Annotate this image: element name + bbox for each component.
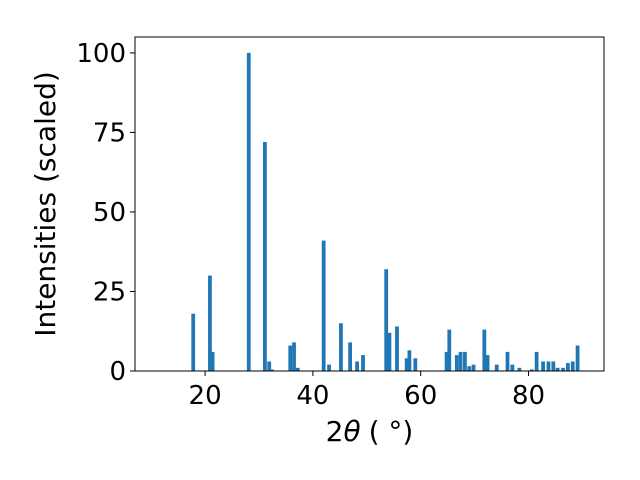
y-tick-label: 50 — [93, 198, 126, 228]
bar — [292, 342, 296, 371]
bar — [295, 367, 300, 371]
bar — [551, 361, 556, 371]
bar — [395, 326, 399, 371]
y-tick-label: 75 — [93, 118, 126, 148]
y-tick-label: 0 — [109, 357, 126, 387]
plot-frame — [134, 36, 605, 372]
bar — [361, 355, 365, 371]
bar — [348, 342, 352, 371]
y-tick-label: 25 — [93, 277, 126, 307]
bar — [494, 364, 499, 371]
x-tick-label: 40 — [296, 381, 329, 411]
bar — [570, 361, 575, 371]
bar — [555, 367, 560, 371]
bar — [413, 358, 418, 371]
x-axis-label-symbol: θ — [343, 415, 360, 448]
bar — [339, 323, 343, 371]
y-ticks-group: 0 25 50 75 100 — [76, 39, 135, 387]
bar — [485, 355, 490, 371]
bar — [384, 269, 389, 371]
bar — [246, 52, 251, 372]
bars-group — [191, 52, 580, 372]
bar — [404, 358, 409, 371]
x-tick-label: 80 — [512, 381, 545, 411]
bar — [444, 351, 449, 371]
bar — [561, 367, 565, 371]
bar — [565, 363, 570, 371]
x-axis-label-unit: ( °) — [369, 415, 414, 448]
bar — [191, 313, 196, 371]
bar — [327, 364, 331, 371]
bar — [407, 350, 412, 371]
bar — [471, 364, 476, 371]
bar — [534, 351, 539, 371]
x-ticks-group: 20 40 60 80 — [189, 371, 545, 411]
bar — [263, 141, 267, 371]
bar — [270, 369, 274, 371]
bar — [541, 361, 545, 371]
bar — [463, 351, 467, 371]
bar — [546, 361, 551, 371]
bar — [321, 240, 326, 371]
y-tick-label: 100 — [76, 39, 126, 69]
bar — [529, 369, 534, 371]
bar — [505, 351, 510, 371]
bar — [458, 351, 463, 371]
bar — [467, 366, 472, 371]
bar — [208, 275, 212, 371]
bar — [510, 364, 515, 371]
x-axis-label: 2θ ( °) — [326, 415, 414, 448]
x-tick-label: 20 — [189, 381, 222, 411]
x-axis-label-prefix: 2 — [326, 415, 344, 448]
bar — [355, 361, 359, 371]
bar — [447, 329, 452, 371]
bar — [387, 332, 392, 371]
bar — [517, 367, 522, 371]
x-tick-label: 60 — [404, 381, 437, 411]
bar — [267, 361, 272, 371]
bar — [575, 345, 580, 371]
bar — [482, 329, 487, 371]
bar — [288, 345, 293, 371]
y-axis-label: Intensities (scaled) — [29, 71, 62, 337]
bar — [454, 355, 459, 371]
bar — [210, 351, 215, 371]
